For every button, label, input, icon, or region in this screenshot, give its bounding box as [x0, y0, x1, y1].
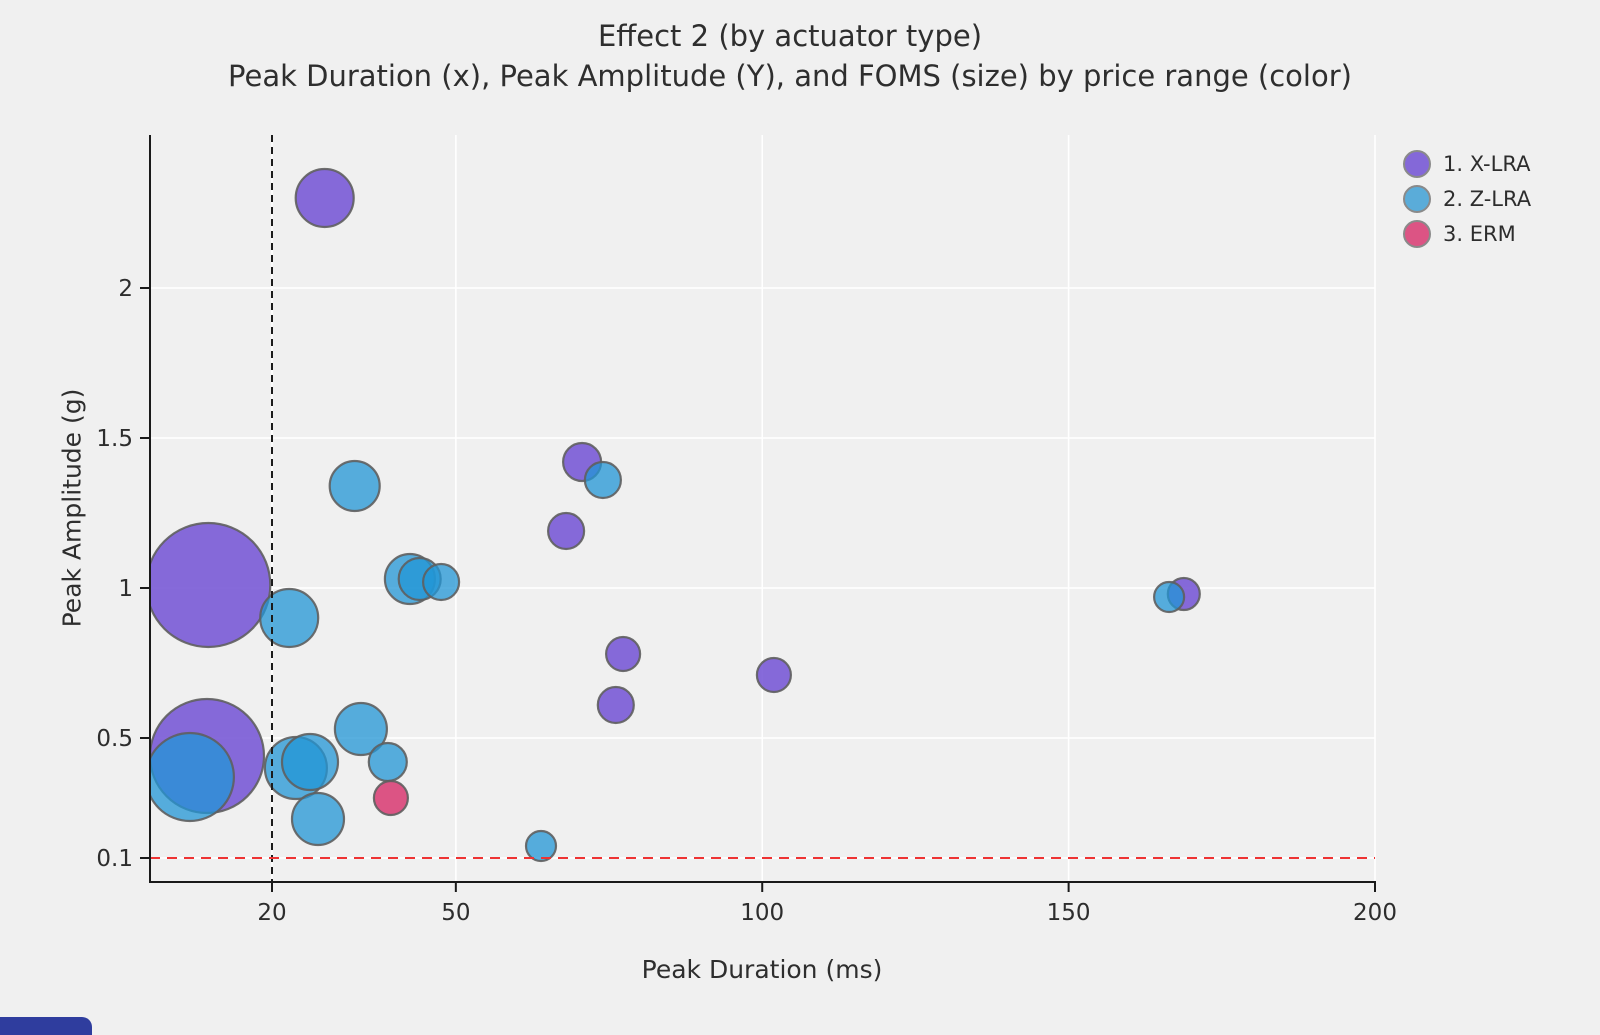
bubble: [328, 459, 381, 513]
bubble: [604, 635, 642, 673]
x-tick-label: 150: [1047, 900, 1091, 926]
bubble: [583, 460, 623, 500]
chart-subtitle: Peak Duration (x), Peak Amplitude (Y), a…: [228, 59, 1352, 93]
legend-label: 3. ERM: [1443, 221, 1516, 246]
y-tick-label: 2: [118, 276, 133, 302]
legend-swatch-icon: [1403, 184, 1431, 213]
x-tick-label: 50: [441, 900, 470, 926]
legend-item--erm[interactable]: 3. ERM: [1403, 216, 1531, 251]
y-axis-label: Peak Amplitude (g): [57, 388, 87, 628]
legend-item--z-lra[interactable]: 2. Z-LRA: [1403, 181, 1531, 216]
bubble: [280, 732, 340, 792]
legend-label: 1. X-LRA: [1443, 151, 1531, 176]
bubble: [150, 731, 235, 823]
title-block: Effect 2 (by actuator type) Peak Duratio…: [0, 16, 1580, 96]
chart-title: Effect 2 (by actuator type): [597, 19, 983, 53]
series--x-lra: [150, 167, 1201, 815]
y-tick-label: 0.5: [96, 726, 133, 752]
bubble: [1152, 580, 1186, 614]
y-tick-label: 1.5: [96, 426, 133, 452]
x-tick-label: 20: [257, 900, 286, 926]
y-tick-label: 1: [118, 576, 133, 602]
series--z-lra: [150, 459, 1186, 863]
x-tick-label: 100: [740, 900, 784, 926]
bubble: [596, 685, 635, 725]
bubble: [524, 829, 558, 863]
legend-swatch-icon: [1403, 219, 1431, 248]
bubble: [372, 779, 409, 817]
bubble: [150, 521, 272, 649]
bubble: [422, 562, 461, 602]
bubble: [755, 656, 793, 694]
legend: 1. X-LRA 2. Z-LRA 3. ERM: [1403, 146, 1531, 251]
legend-label: 2. Z-LRA: [1443, 186, 1532, 211]
window-corner-accent: [0, 1017, 92, 1035]
x-tick-label: 200: [1353, 900, 1397, 926]
legend-item--x-lra[interactable]: 1. X-LRA: [1403, 146, 1531, 181]
bubble: [367, 741, 408, 783]
bubble: [546, 511, 586, 551]
bubble: [333, 701, 388, 757]
bubble: [259, 587, 320, 649]
bubble: [290, 791, 346, 847]
y-tick-label: 0.1: [96, 846, 133, 872]
series--erm: [372, 779, 409, 817]
bubble-layer: [150, 167, 1201, 863]
legend-swatch-icon: [1403, 149, 1431, 178]
x-axis-label: Peak Duration (ms): [641, 955, 883, 984]
bubble: [294, 167, 355, 229]
